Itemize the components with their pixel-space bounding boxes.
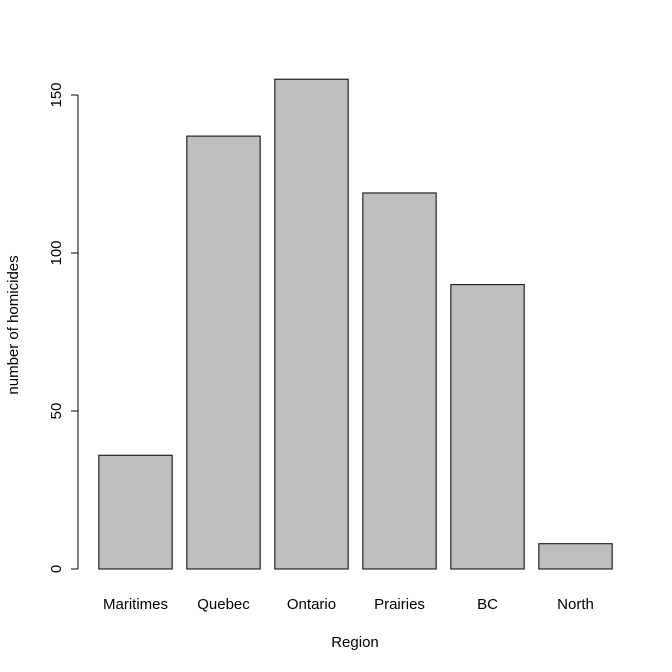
y-tick-label: 0 [48,565,65,573]
y-tick-label: 100 [48,240,65,265]
x-tick-label: Quebec [197,596,250,613]
x-tick-label: Ontario [287,596,336,613]
bar [362,192,437,570]
y-tick-label: 50 [48,403,65,420]
x-tick-label: North [557,596,594,613]
bar [450,284,525,570]
bar [274,78,349,570]
bar [98,454,173,570]
x-tick-label: BC [477,596,498,613]
x-tick-label: Prairies [374,596,425,613]
y-tick-label: 150 [48,82,65,107]
x-axis-label: Region [331,634,379,651]
x-tick-label: Maritimes [103,596,168,613]
bar [538,543,613,570]
y-axis-label: number of homicides [5,255,22,394]
bar [186,135,261,570]
